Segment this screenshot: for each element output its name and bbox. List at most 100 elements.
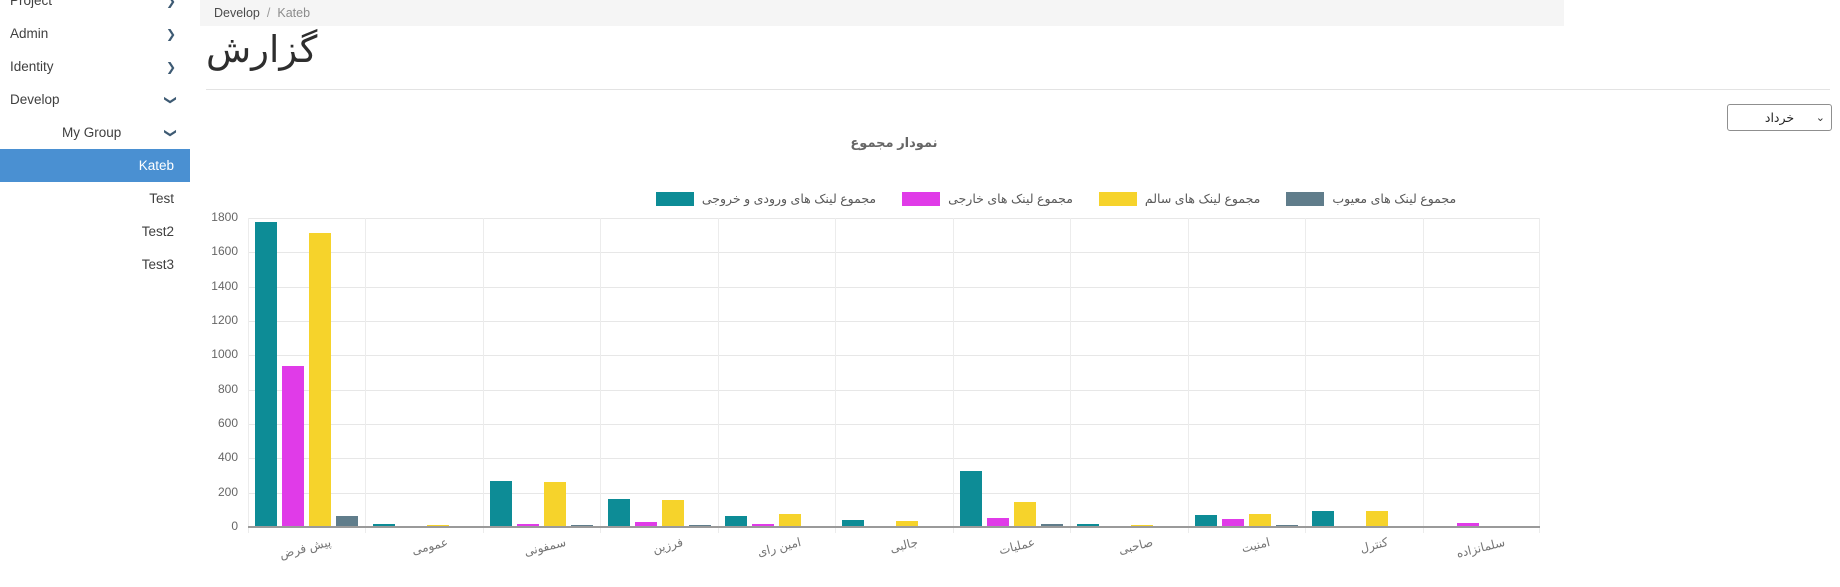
gridline-vertical <box>718 218 719 533</box>
chevron-right-icon[interactable]: ❯ <box>165 0 176 8</box>
y-axis-tick: 0 <box>231 519 238 533</box>
y-axis-tick: 200 <box>217 484 238 499</box>
bar-group-7 <box>1070 218 1187 526</box>
gridline-vertical <box>365 218 366 533</box>
bar[interactable] <box>1366 511 1389 526</box>
legend-label: مجموع لینک های سالم <box>1144 192 1261 206</box>
sidebar-item-admin[interactable]: Admin ❯ <box>0 17 190 50</box>
bar[interactable] <box>1194 515 1217 526</box>
gridline <box>248 424 1540 425</box>
sidebar-item-label: Develop <box>10 92 60 107</box>
sidebar-item-label: Test <box>149 191 174 206</box>
gridline-vertical <box>483 218 484 533</box>
sidebar-item-label: Kateb <box>138 158 174 173</box>
sidebar-item-kateb[interactable]: Kateb <box>0 149 190 182</box>
gridline-vertical <box>600 218 601 533</box>
bar[interactable] <box>725 516 748 526</box>
bar[interactable] <box>779 514 802 526</box>
bar[interactable] <box>1077 524 1100 526</box>
sidebar-item-test2[interactable]: Test2 <box>0 215 190 248</box>
legend-swatch <box>655 191 694 206</box>
legend-item-2[interactable]: مجموع لینک های سالم <box>1098 191 1261 206</box>
bar[interactable] <box>607 499 630 526</box>
gridline <box>248 355 1540 357</box>
bar-group-0 <box>248 218 365 526</box>
sidebar-item-label: My Group <box>62 125 122 140</box>
month-select-value: خرداد <box>1764 111 1795 125</box>
legend-label: مجموع لینک های معیوب <box>1332 192 1457 206</box>
sidebar-item-label: Test3 <box>141 257 174 272</box>
bar[interactable] <box>1013 502 1036 526</box>
bar[interactable] <box>255 222 278 526</box>
y-axis-tick: 800 <box>217 381 238 396</box>
sidebar-item-label: Project <box>10 0 53 8</box>
bar[interactable] <box>282 366 305 526</box>
x-axis-line <box>248 525 1540 528</box>
bar[interactable] <box>544 482 567 526</box>
sidebar-item-test[interactable]: Test <box>0 182 190 215</box>
gridline-vertical <box>1305 218 1306 533</box>
bar[interactable] <box>1221 519 1244 526</box>
bar[interactable] <box>309 233 332 526</box>
chevron-right-icon[interactable]: ❯ <box>165 26 176 41</box>
breadcrumb-separator: / <box>266 6 271 20</box>
bar[interactable] <box>842 520 865 526</box>
chart-title: نمودار مجموع <box>850 135 938 150</box>
gridline-vertical <box>835 218 836 533</box>
bar-group-2 <box>483 218 600 526</box>
y-axis-tick: 1200 <box>211 313 238 327</box>
chart-legend: مجموع لینک های ورودی و خروجی مجموع لینک ه… <box>410 191 1702 206</box>
sidebar-item-my-group[interactable]: My Group ❯ <box>0 116 190 149</box>
breadcrumb: Develop / Kateb <box>200 0 1564 26</box>
bar[interactable] <box>1040 524 1063 526</box>
gridline <box>248 252 1540 254</box>
bar[interactable] <box>336 516 359 526</box>
bar[interactable] <box>1248 514 1271 526</box>
bar[interactable] <box>896 521 919 526</box>
sidebar-tree: Project ❯ Admin ❯ Identity ❯ Develop ❯ My Group ❯… <box>0 0 190 281</box>
breadcrumb-item-develop[interactable]: Develop <box>214 6 260 20</box>
legend-label: مجموع لینک های ورودی و خروجی <box>701 192 877 206</box>
bar[interactable] <box>661 500 684 526</box>
gridline-vertical <box>1070 218 1071 533</box>
sidebar-item-identity[interactable]: Identity ❯ <box>0 50 190 83</box>
legend-item-3[interactable]: مجموع لینک های معیوب <box>1286 191 1456 206</box>
bar[interactable] <box>752 524 775 526</box>
bar[interactable] <box>986 518 1009 526</box>
sidebar-item-project[interactable]: Project ❯ <box>0 0 190 17</box>
gridline-vertical <box>248 218 249 533</box>
bar[interactable] <box>959 471 982 526</box>
sidebar-item-label: Admin <box>10 26 49 41</box>
sidebar-item-test3[interactable]: Test3 <box>0 248 190 281</box>
gridline <box>248 492 1540 494</box>
bar[interactable] <box>372 524 395 526</box>
gridline-vertical <box>1188 218 1189 533</box>
header-divider <box>206 89 1830 90</box>
chevron-down-icon: ⌄ <box>1815 112 1825 124</box>
chevron-down-icon[interactable]: ❯ <box>163 127 178 138</box>
legend-item-0[interactable]: مجموع لینک های ورودی و خروجی <box>655 191 877 206</box>
sidebar-item-develop[interactable]: Develop ❯ <box>0 83 190 116</box>
bar-group-9 <box>1305 218 1422 526</box>
gridline-vertical <box>1423 218 1424 533</box>
chevron-right-icon[interactable]: ❯ <box>165 59 176 74</box>
month-select[interactable]: خرداد ⌄ <box>1727 104 1832 131</box>
sidebar-item-label: Identity <box>10 59 54 74</box>
gridline <box>248 218 1540 219</box>
bar[interactable] <box>517 524 540 526</box>
bar-group-3 <box>600 218 717 526</box>
legend-swatch <box>1098 191 1137 206</box>
chevron-down-icon[interactable]: ❯ <box>163 94 178 105</box>
bar-chart: 0 200 400 600 800 1000 1200 1400 1600 1800 پیش فرض… <box>211 210 1540 561</box>
bar[interactable] <box>1456 523 1479 526</box>
page-title: گزارش <box>206 29 318 70</box>
y-axis-tick: 400 <box>217 450 238 465</box>
bar-group-8 <box>1188 218 1305 526</box>
bar[interactable] <box>490 481 513 526</box>
gridline <box>248 321 1540 322</box>
y-axis-tick: 1400 <box>211 278 238 293</box>
bar[interactable] <box>634 522 657 526</box>
bar[interactable] <box>1312 511 1335 526</box>
bar-group-10 <box>1423 218 1540 526</box>
legend-item-1[interactable]: مجموع لینک های خارجی <box>902 191 1073 206</box>
